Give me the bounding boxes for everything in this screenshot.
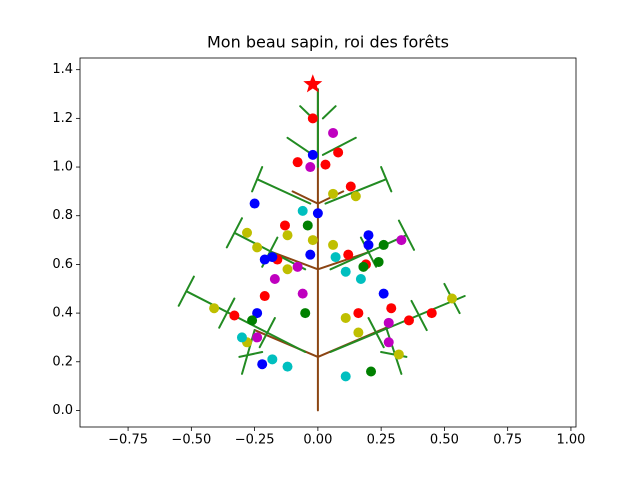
ornament bbox=[386, 303, 397, 314]
ornament bbox=[236, 332, 247, 343]
ornament bbox=[282, 361, 293, 372]
y-tick-label: 0.2 bbox=[52, 354, 73, 369]
y-tick-label: 0.8 bbox=[52, 208, 73, 223]
ornament bbox=[209, 303, 220, 314]
ornament bbox=[396, 235, 407, 246]
ornament bbox=[312, 208, 323, 219]
ornament bbox=[297, 288, 308, 299]
ornament bbox=[282, 230, 293, 241]
ornament bbox=[257, 359, 268, 370]
ornament bbox=[363, 239, 374, 250]
y-tick-label: 1.0 bbox=[52, 160, 73, 175]
y-tick-label: 0.0 bbox=[52, 403, 73, 418]
star-marker bbox=[303, 74, 323, 93]
ornament bbox=[373, 256, 384, 267]
ornament bbox=[353, 308, 364, 319]
x-tick-label: 0.25 bbox=[367, 433, 396, 448]
ornament bbox=[242, 227, 253, 238]
ornament bbox=[292, 261, 303, 272]
ornament bbox=[252, 332, 263, 343]
ornament bbox=[282, 264, 293, 275]
ornament bbox=[363, 230, 374, 241]
ornament bbox=[269, 274, 280, 285]
ornament bbox=[350, 191, 361, 202]
y-tick-label: 0.6 bbox=[52, 257, 73, 272]
ornament bbox=[340, 266, 351, 277]
y-tick-label: 1.2 bbox=[52, 111, 73, 126]
x-tick-label: −0.50 bbox=[171, 433, 211, 448]
ornament bbox=[320, 159, 331, 170]
x-tick-label: 1.00 bbox=[556, 433, 585, 448]
chart-title: Mon beau sapin, roi des forêts bbox=[207, 33, 449, 52]
ornament bbox=[378, 239, 389, 250]
ornament bbox=[345, 181, 356, 192]
ornament bbox=[307, 149, 318, 160]
ornament bbox=[366, 366, 377, 377]
ornament bbox=[247, 315, 258, 326]
ornament bbox=[300, 308, 311, 319]
ornament bbox=[340, 371, 351, 382]
ornament bbox=[378, 288, 389, 299]
ornament bbox=[426, 308, 437, 319]
plot-frame bbox=[79, 57, 577, 428]
ornament bbox=[249, 198, 260, 209]
ornament bbox=[267, 354, 278, 365]
ornament bbox=[279, 220, 290, 231]
ornament bbox=[403, 315, 414, 326]
ornament bbox=[297, 205, 308, 216]
x-tick-label: −0.75 bbox=[108, 433, 148, 448]
ornament bbox=[305, 162, 316, 173]
ornament bbox=[307, 113, 318, 124]
y-tick-label: 1.4 bbox=[52, 62, 73, 77]
ornament bbox=[259, 291, 270, 302]
ornament bbox=[358, 261, 369, 272]
y-tick-label: 0.4 bbox=[52, 306, 73, 321]
ornament bbox=[305, 249, 316, 260]
ornament bbox=[328, 127, 339, 138]
ornament bbox=[252, 308, 263, 319]
ornament bbox=[383, 317, 394, 328]
ornament bbox=[343, 249, 354, 260]
x-tick-label: 0.00 bbox=[303, 433, 332, 448]
ornament bbox=[267, 252, 278, 263]
ornament bbox=[252, 242, 263, 253]
ornament bbox=[307, 235, 318, 246]
ornament bbox=[340, 312, 351, 323]
ornament bbox=[355, 274, 366, 285]
ornament bbox=[353, 327, 364, 338]
ornament bbox=[328, 188, 339, 199]
ornament bbox=[292, 157, 303, 168]
x-tick-label: 0.50 bbox=[430, 433, 459, 448]
ornament bbox=[393, 349, 404, 360]
x-tick-label: −0.25 bbox=[235, 433, 275, 448]
ornament bbox=[330, 252, 341, 263]
ornament bbox=[333, 147, 344, 158]
ornament bbox=[328, 239, 339, 250]
ornament bbox=[259, 254, 270, 265]
x-tick-label: 0.75 bbox=[493, 433, 522, 448]
ornament bbox=[229, 310, 240, 321]
ornament bbox=[383, 337, 394, 348]
ornament bbox=[447, 293, 457, 304]
ornament bbox=[302, 220, 313, 231]
